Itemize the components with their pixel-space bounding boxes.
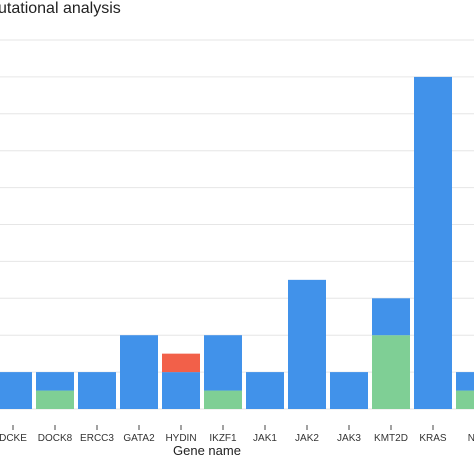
x-tick-label: ERCC3 (80, 433, 114, 444)
bar-segment-red (162, 353, 200, 373)
bar-segment-blue (330, 372, 368, 409)
bar-segment-blue (414, 76, 452, 410)
x-tick-label: NR (468, 433, 474, 444)
bar-segment-green (204, 390, 242, 409)
x-tick-label: IKZF1 (209, 433, 237, 444)
bar-segment-blue (0, 372, 32, 409)
bar-segment-blue (78, 372, 116, 409)
x-tick-label: JAK1 (253, 433, 277, 444)
x-tick-label: HYDIN (165, 433, 196, 444)
bar-segment-blue (120, 335, 158, 409)
bar-segment-blue (288, 279, 326, 409)
x-tick-label: KRAS (419, 433, 447, 444)
bar-segment-green (456, 390, 474, 409)
bar-segment-blue (456, 372, 474, 391)
bars (0, 76, 474, 410)
x-tick-label: DCKE (0, 433, 27, 444)
x-tick-label: JAK2 (295, 433, 319, 444)
bar-segment-blue (162, 372, 200, 409)
bar-segment-blue (246, 372, 284, 409)
x-tick-label: KMT2D (374, 433, 408, 444)
x-tick-labels: DCKE DOCK8 ERCC3 GATA2 HYDIN IKZF1 JAK1 JAK2 JAK… (0, 433, 474, 444)
x-tick-label: GATA2 (123, 433, 155, 444)
chart-title: utational analysis (0, 0, 121, 17)
bar-segment-blue (204, 335, 242, 391)
bar-segment-green (36, 390, 74, 409)
bar-segment-green (372, 335, 410, 409)
x-tick-label: JAK3 (337, 433, 361, 444)
bar-segment-blue (372, 298, 410, 336)
x-axis-label: Gene name (173, 443, 241, 458)
x-tick-label: DOCK8 (38, 433, 73, 444)
bar-segment-blue (36, 372, 74, 391)
x-ticks (12, 425, 434, 430)
